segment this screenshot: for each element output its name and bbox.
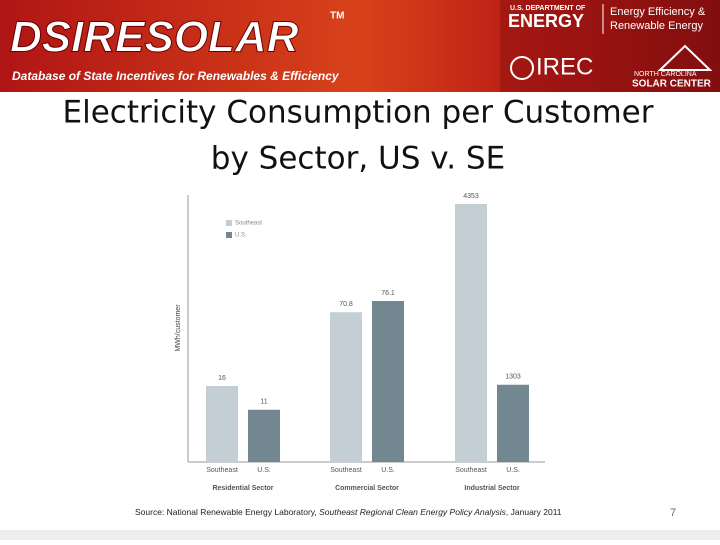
banner-logos-bg bbox=[500, 0, 720, 92]
value-label: 1303 bbox=[505, 374, 521, 381]
legend-label: Southeast bbox=[235, 221, 262, 227]
slide-title: Electricity Consumption per Customer bbox=[63, 95, 654, 131]
source-date: , January 2011 bbox=[506, 507, 562, 517]
irec: IREC bbox=[536, 53, 593, 80]
category-label: Industrial Sector bbox=[464, 485, 520, 492]
brand: DSIRESOLAR bbox=[10, 13, 299, 62]
category-label: Commercial Sector bbox=[335, 485, 399, 492]
x-tick-label: Southeast bbox=[206, 467, 238, 474]
legend-swatch bbox=[226, 220, 232, 226]
x-tick-label: U.S. bbox=[506, 467, 520, 474]
x-tick-label: U.S. bbox=[381, 467, 395, 474]
value-label: 16 bbox=[218, 375, 226, 382]
bar bbox=[248, 409, 280, 462]
footer-strip bbox=[0, 530, 720, 540]
value-label: 4353 bbox=[463, 193, 479, 200]
bar bbox=[372, 301, 404, 462]
y-axis-label: MWh/customer bbox=[175, 304, 182, 352]
ncsc-icon bbox=[657, 44, 713, 71]
x-tick-label: Southeast bbox=[330, 467, 362, 474]
eere-1: Energy Efficiency & bbox=[610, 6, 706, 18]
page-number: 7 bbox=[670, 507, 676, 519]
source-text: Source: National Renewable Energy Labora… bbox=[135, 507, 319, 517]
tagline: Database of State Incentives for Renewab… bbox=[12, 69, 340, 83]
bar bbox=[497, 384, 529, 462]
source-title: Southeast Regional Clean Energy Policy A… bbox=[319, 507, 507, 517]
bar bbox=[206, 386, 238, 462]
doe-small: U.S. DEPARTMENT OF bbox=[510, 5, 586, 12]
legend-label: U.S. bbox=[235, 233, 247, 239]
legend-swatch bbox=[226, 232, 232, 238]
x-tick-label: U.S. bbox=[257, 467, 271, 474]
bar bbox=[330, 312, 362, 462]
slide-title: by Sector, US v. SE bbox=[211, 141, 505, 177]
ncsc-1: NORTH CAROLINA bbox=[634, 71, 697, 78]
category-label: Residential Sector bbox=[212, 485, 273, 492]
value-label: 11 bbox=[260, 399, 267, 406]
value-label: 76.1 bbox=[381, 290, 395, 297]
doe: ENERGY bbox=[508, 11, 584, 31]
irec-icon bbox=[510, 56, 534, 80]
eere-2: Renewable Energy bbox=[610, 20, 703, 32]
value-label: 70.8 bbox=[339, 301, 353, 308]
trademark: TM bbox=[330, 11, 344, 22]
ncsc-2: SOLAR CENTER bbox=[632, 79, 712, 90]
x-tick-label: Southeast bbox=[455, 467, 487, 474]
bar bbox=[455, 204, 487, 462]
source: Source: National Renewable Energy Labora… bbox=[135, 507, 562, 517]
